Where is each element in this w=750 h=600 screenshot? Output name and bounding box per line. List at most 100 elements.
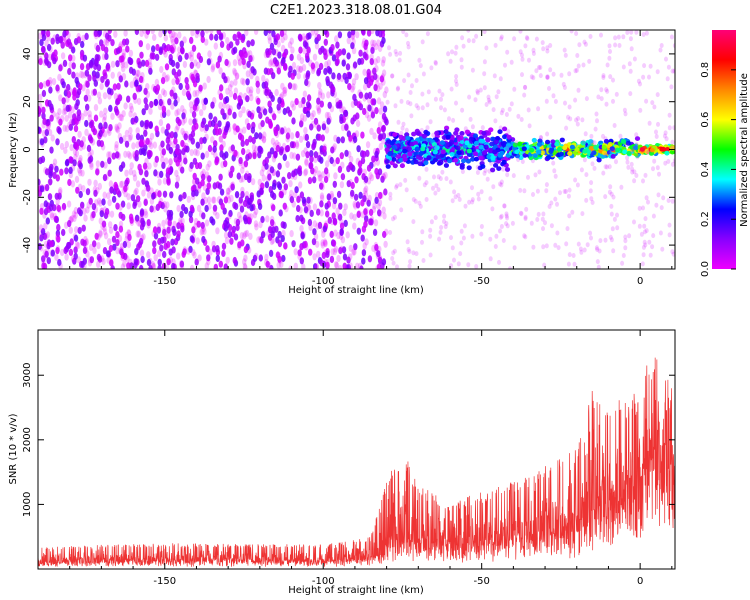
spectrogram-cell — [221, 140, 226, 148]
spectrogram-cell — [536, 142, 543, 147]
spectrogram-cell — [634, 132, 639, 138]
spectrogram-cell — [451, 117, 456, 123]
spectrogram-cell — [603, 164, 608, 170]
spectrogram-cell — [38, 82, 44, 90]
spectrogram-cell — [331, 72, 336, 80]
spectrogram-cell — [478, 87, 483, 93]
spectrogram-cell — [626, 150, 632, 156]
spectrogram-cell — [299, 120, 304, 128]
spectrogram-cell — [422, 182, 427, 188]
spectrogram-cell — [279, 92, 285, 100]
spectrogram-cell — [79, 202, 85, 211]
spectrogram-cell — [222, 101, 227, 109]
spectrogram-cell — [118, 43, 123, 51]
spectrogram-cell — [660, 246, 665, 252]
spectrogram-cell — [158, 119, 164, 127]
spectrogram-cell — [52, 204, 57, 212]
spectrogram-cell — [316, 250, 321, 258]
spectrogram-cell — [283, 183, 288, 191]
spectrogram-cell — [319, 209, 324, 217]
spectrogram-cell — [113, 30, 118, 38]
spectrogram-cell — [421, 71, 426, 77]
spectrogram-cell — [574, 31, 579, 36]
spectrogram-cell — [335, 57, 340, 66]
spectrogram-cell — [459, 64, 464, 70]
spectrogram-cell — [124, 169, 129, 177]
spectrogram-cell — [264, 162, 269, 170]
spectrogram-cell — [641, 205, 645, 211]
spectrogram-cell — [323, 240, 328, 248]
spectrogram-cell — [245, 78, 250, 86]
spectrogram-cell — [201, 212, 206, 220]
spectrogram-cell — [195, 177, 200, 185]
spectrogram-cell — [518, 30, 523, 34]
spectrogram-cell — [176, 108, 181, 116]
spectrogram-cell — [278, 190, 283, 198]
spectrogram-cell — [490, 167, 496, 173]
spectrogram-cell — [56, 235, 61, 243]
spectrogram-cell — [435, 154, 441, 160]
spectrogram-cell — [221, 242, 227, 250]
spectrogram-cell — [497, 129, 503, 135]
spectrogram-cell — [370, 111, 376, 119]
spectrogram-cell — [155, 43, 160, 52]
spectrogram-cell — [537, 65, 541, 70]
spectrogram-cell — [100, 222, 105, 231]
spectrogram-cell — [100, 160, 105, 168]
spectrogram-cell — [181, 250, 186, 258]
spectrogram-cell — [484, 45, 489, 51]
spectrogram-cell — [417, 200, 422, 206]
spectrogram-cell — [99, 110, 104, 118]
spectrogram-cell — [82, 207, 87, 215]
spectrogram-cell — [271, 48, 277, 56]
spectrogram-cell — [244, 30, 249, 37]
spectrogram-cell — [58, 118, 63, 126]
spectrogram-cell — [147, 140, 152, 148]
spectrogram-cell — [261, 74, 266, 83]
spectrogram-cell — [136, 69, 141, 77]
spectrogram-cell — [493, 118, 498, 124]
spectrogram-cell — [538, 134, 543, 140]
spectrogram-cell — [265, 260, 270, 268]
spectrogram-cell — [570, 209, 575, 215]
spectrogram-cell — [667, 232, 672, 238]
spectrogram-cell — [261, 164, 266, 172]
spectrogram-cell — [376, 85, 381, 93]
spectrogram-cell — [190, 30, 195, 37]
spectrogram-cell — [428, 252, 433, 258]
spectrogram-cell — [157, 258, 162, 266]
spectrogram-cell — [436, 187, 441, 193]
spectrogram-cell — [298, 65, 303, 74]
spectrogram-cell — [363, 185, 369, 193]
spectrogram-cell — [200, 227, 205, 235]
spectrogram-cell — [472, 146, 477, 152]
spectrogram-cell — [306, 48, 311, 56]
spectrogram-cell — [126, 150, 131, 158]
spectrogram-cell — [406, 146, 412, 152]
spectrogram-cell — [280, 82, 285, 90]
spectrogram-cell — [440, 133, 445, 139]
spectrogram-cell — [352, 248, 357, 256]
spectrogram-cell — [504, 167, 511, 172]
spectrogram-cell — [134, 214, 140, 222]
spectrogram-cell — [154, 125, 159, 133]
spectrogram-cell — [359, 265, 364, 269]
spectrogram-cell — [476, 191, 481, 197]
spectrogram-cell — [499, 34, 504, 40]
spectrogram-cell — [303, 240, 308, 248]
colorbar-tick-label: 0.2 — [700, 211, 711, 227]
spectrogram-cell — [271, 59, 276, 68]
spectrogram-cell — [306, 46, 311, 54]
spectrogram-cell — [218, 135, 224, 143]
spectrogram-cell — [526, 107, 531, 113]
spectrogram-cell — [127, 134, 132, 142]
spectrogram-cell — [405, 239, 410, 245]
spectrogram-cell — [217, 120, 222, 128]
spectrogram-cell — [472, 133, 478, 139]
spectrogram-cell — [364, 238, 369, 246]
spectrogram-cell — [258, 145, 263, 153]
spectrogram-cell — [56, 116, 61, 124]
spectrogram-cell — [296, 204, 301, 213]
spectrogram-cell — [204, 150, 210, 158]
spectrogram-cell — [213, 42, 218, 50]
